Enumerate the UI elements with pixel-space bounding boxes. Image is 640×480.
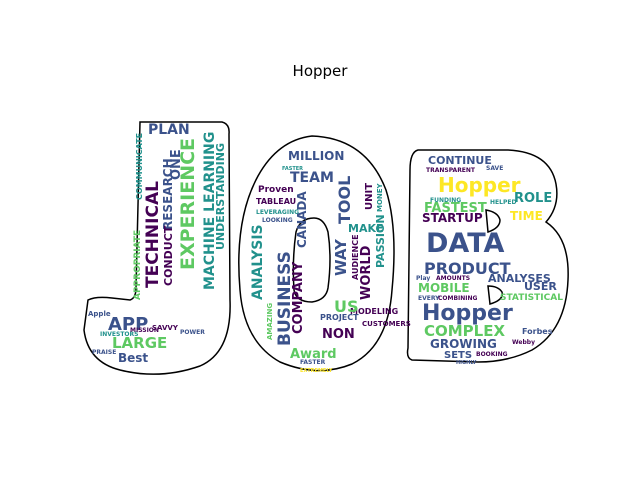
letter-b-outline [406,149,569,363]
word-savvy: SAVVY [152,324,179,332]
word-project: PROJECT [320,313,359,322]
word-play: Play [416,275,430,282]
word-customers: FASTER [300,359,326,366]
word-data: DATA [426,228,505,259]
word-statistical: STATISTICAL [500,293,563,303]
word-startup: STARTUP [422,211,483,225]
word-passion: PASSION [374,214,387,268]
word-faster: FASTER [282,166,303,172]
word-technical: TECHNICAL [143,181,163,288]
word-tool: TOOL [335,176,354,224]
word-canada: CANADA [295,191,309,248]
word-hopper: Hopper [422,301,513,326]
word-company: COMPANY [291,261,306,334]
word-proven: Proven [258,185,294,195]
word-power: POWER [180,329,205,336]
word-funding: FUNDING [430,197,461,204]
word-modeling: MODELING [350,307,398,316]
word-save: SAVE [486,165,503,172]
word-app: APP [108,314,148,335]
word-webby: Webby [512,339,535,346]
word-extremely: AMAZING [266,303,274,340]
word-forbes: Forbes [522,327,553,336]
word-research: RESEARCH [161,158,175,230]
word-award: Award [290,347,337,362]
word-investors: INVESTORS [100,331,138,338]
word-appropriate: APPROPRIATE [133,230,143,300]
word-apple: Apple [88,310,111,318]
word-amounts: AMOUNTS [436,275,470,282]
word-fastest: FASTEST [424,201,487,216]
word-business: BUSINESS [275,251,295,346]
word-tableau: TABLEAU [256,197,296,206]
word-team: TEAM [290,170,334,186]
word-communicate: COMMUNICATE [135,133,144,200]
word-continue: CONTINUE [428,154,492,167]
word-experience: EXPERIENCE [177,138,199,270]
word-world: WORLD [359,245,374,300]
word-mission: MISSION [130,327,159,334]
word-audience: AUDIENCE [351,234,360,280]
word-helped: HELPED [490,199,516,206]
word-role: ROLE [514,191,552,206]
word-combining: COMBINING [438,295,478,302]
word-analysis: ANALYSIS [250,224,266,300]
word-large: LARGE [112,334,167,352]
word-conduct: CONDUCT [162,225,175,286]
word-unit: UNIT [364,183,375,210]
word-million: MILLION [288,149,344,163]
letter-o-outline [238,135,395,372]
wordcloud-title: Hopper [292,62,348,80]
word-best: Best [118,351,148,365]
word-leveraging: LEVERAGING [256,209,299,216]
word-every: EVERY [418,295,440,302]
word-highly: HIGHLY [456,360,477,366]
word-one: ONE [169,149,184,180]
word-praise: PRAISE [92,349,116,356]
word-machine-learning: MACHINE LEARNING [202,132,218,290]
word-transparent: TRANSPARENT [426,167,476,174]
word-travel: Hopper [438,173,521,197]
word-non: NON [322,327,355,342]
word-product: PRODUCT [424,259,511,278]
word-strong: MONEY [376,182,384,212]
word-understanding: UNDERSTANDING [214,143,227,250]
word-us: US [334,297,359,316]
word-way: WAY [332,238,350,276]
word-user: USER [524,280,557,293]
word-booking: BOOKING [476,351,508,358]
word-mobile: MOBILE [418,281,470,295]
word-plan: PLAN [148,122,190,138]
word-looking: LOOKING [262,217,293,224]
word-time: TIME [510,209,543,223]
word-money: CUSTOMERS [362,320,411,328]
word-sets: SETS [444,350,472,361]
word-standout: EXTREMELY [300,368,333,374]
word-make: MAKE [348,222,384,235]
word-growing: GROWING [430,337,497,351]
word-complex: COMPLEX [424,322,505,340]
letter-j-outline [83,121,231,375]
word-analyses: ANALYSES [488,272,551,285]
